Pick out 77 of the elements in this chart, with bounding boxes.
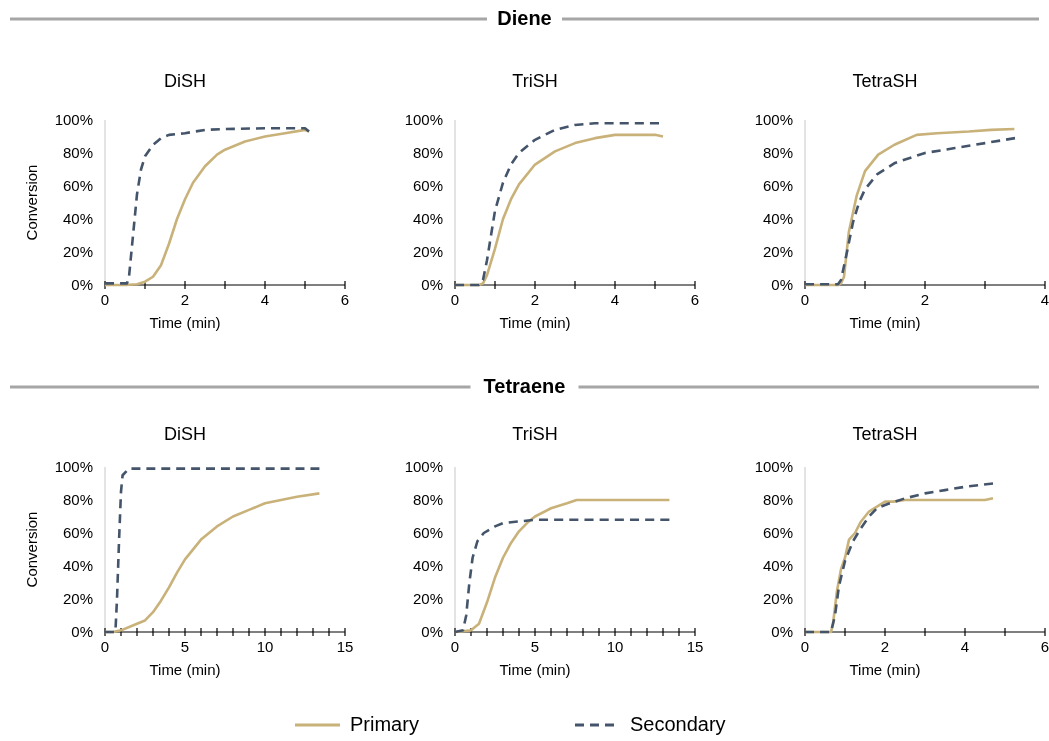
y-tick-label: 80% — [412, 491, 443, 509]
y-tick-label: 20% — [62, 243, 93, 261]
text: Diene — [497, 7, 552, 29]
chart-title: TriSH — [512, 71, 558, 91]
x-tick-label: 0 — [800, 638, 810, 655]
chart-title: DiSH — [163, 424, 207, 444]
x-tick-label: 0 — [100, 638, 110, 655]
y-tick-label: 100% — [754, 111, 793, 129]
y-tick-label: 40% — [412, 210, 443, 228]
legend-label: Secondary — [630, 713, 726, 735]
y-tick-label: 100% — [404, 458, 443, 476]
y-tick-label: 0% — [771, 623, 793, 641]
x-tick-label: 4 — [960, 638, 970, 655]
x-tick-label: 4 — [610, 291, 620, 308]
y-tick-label: 20% — [762, 243, 793, 261]
x-tick-label: 5 — [180, 638, 190, 655]
x-tick-label: 6 — [340, 291, 350, 308]
y-tick-label: 20% — [762, 590, 793, 608]
x-axis-title: Time (min) — [149, 314, 221, 331]
y-tick-label: 0% — [771, 276, 793, 294]
x-tick-label: 2 — [920, 291, 930, 308]
x-tick-label: 0 — [100, 291, 110, 308]
x-axis-title: Time (min) — [849, 661, 921, 678]
y-tick-label: 20% — [412, 243, 443, 261]
chart-title: TetraSH — [852, 424, 918, 444]
y-tick-label: 60% — [412, 524, 443, 542]
chart-title: TriSH — [512, 424, 558, 444]
y-tick-label: 40% — [62, 210, 93, 228]
y-tick-label: 20% — [412, 590, 443, 608]
chart-title: TetraSH — [852, 71, 918, 91]
y-tick-label: 60% — [412, 177, 443, 195]
y-tick-label: 0% — [71, 623, 93, 641]
x-tick-label: 0 — [800, 291, 810, 308]
y-tick-label: 60% — [762, 524, 793, 542]
y-tick-label: 100% — [54, 111, 93, 129]
x-tick-label: 2 — [180, 291, 190, 308]
x-tick-label: 0 — [450, 291, 460, 308]
y-tick-label: 80% — [62, 144, 93, 162]
x-tick-label: 2 — [880, 638, 890, 655]
x-axis-title: Time (min) — [499, 314, 571, 331]
x-axis-title: Time (min) — [849, 314, 921, 331]
chart-title: DiSH — [163, 71, 207, 91]
x-tick-label: 4 — [1040, 291, 1049, 308]
x-axis-title: Time (min) — [499, 661, 571, 678]
x-tick-label: 6 — [690, 291, 700, 308]
x-tick-label: 0 — [450, 638, 460, 655]
x-tick-label: 10 — [606, 638, 624, 655]
y-tick-label: 60% — [62, 524, 93, 542]
y-tick-label: 80% — [762, 491, 793, 509]
y-axis-title: Conversion — [23, 511, 40, 588]
y-tick-label: 80% — [62, 491, 93, 509]
y-tick-label: 0% — [421, 623, 443, 641]
x-tick-label: 6 — [1040, 638, 1049, 655]
x-axis-title: Time (min) — [149, 661, 221, 678]
legend-label: Primary — [350, 713, 419, 735]
y-tick-label: 100% — [54, 458, 93, 476]
x-tick-label: 5 — [530, 638, 540, 655]
x-tick-label: 10 — [256, 638, 274, 655]
x-tick-label: 2 — [530, 291, 540, 308]
y-axis-title: Conversion — [23, 164, 40, 241]
y-tick-label: 100% — [754, 458, 793, 476]
y-tick-label: 100% — [404, 111, 443, 129]
y-tick-label: 80% — [412, 144, 443, 162]
x-tick-label: 4 — [260, 291, 270, 308]
y-tick-label: 0% — [421, 276, 443, 294]
x-tick-label: 15 — [686, 638, 704, 655]
y-tick-label: 80% — [762, 144, 793, 162]
y-tick-label: 40% — [62, 557, 93, 575]
y-tick-label: 0% — [71, 276, 93, 294]
y-tick-label: 60% — [62, 177, 93, 195]
x-tick-label: 15 — [336, 638, 354, 655]
y-tick-label: 40% — [762, 557, 793, 575]
y-tick-label: 40% — [762, 210, 793, 228]
y-tick-label: 60% — [762, 177, 793, 195]
y-tick-label: 20% — [62, 590, 93, 608]
text: Tetraene — [483, 375, 566, 397]
y-tick-label: 40% — [412, 557, 443, 575]
